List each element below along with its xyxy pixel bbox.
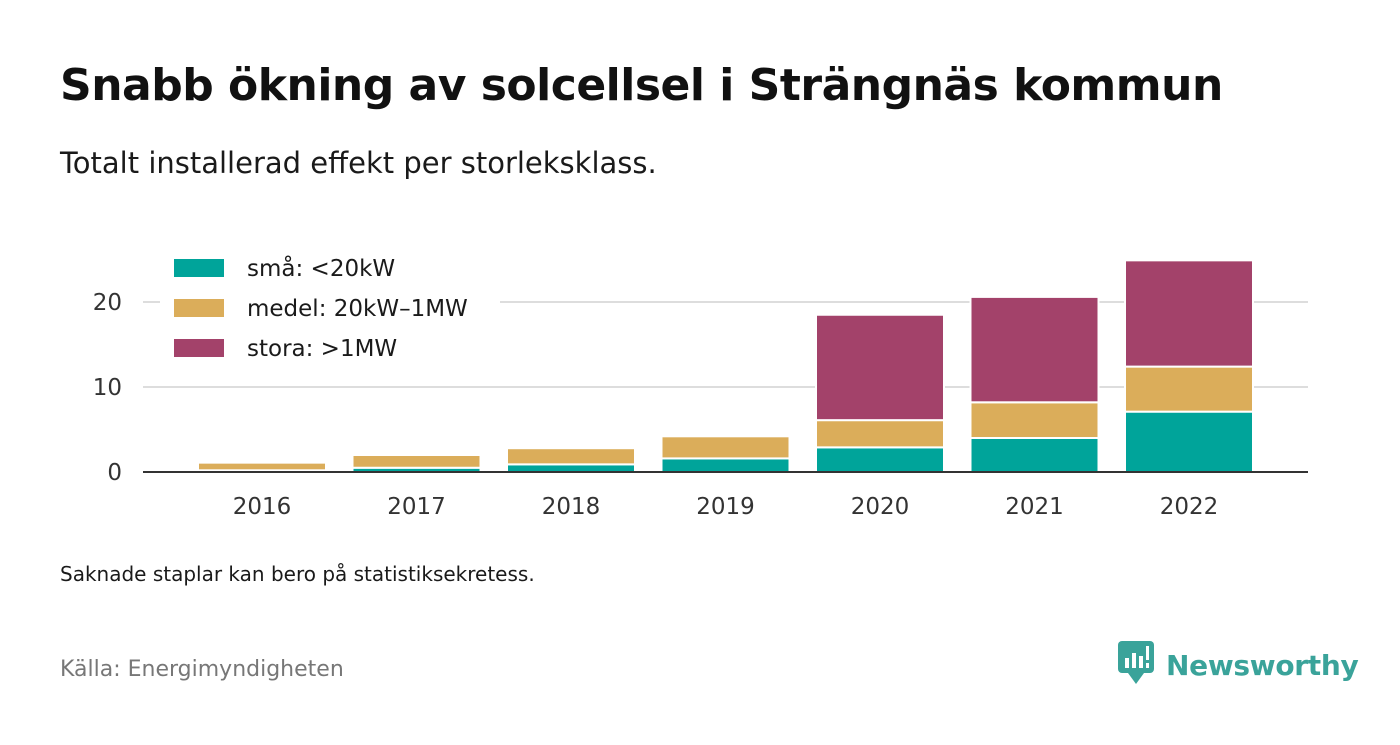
x-tick-label: 2019	[696, 494, 755, 520]
brand[interactable]: Newsworthy	[1118, 641, 1359, 689]
bar-segment	[351, 454, 482, 469]
bar-segment	[660, 457, 791, 473]
legend-label: stora: >1MW	[247, 336, 397, 362]
footnote: Saknade staplar kan bero på statistiksek…	[60, 562, 535, 586]
x-tick-label: 2017	[387, 494, 446, 520]
bar-segment	[660, 435, 791, 460]
bar-segment	[815, 313, 945, 422]
legend-label: små: <20kW	[247, 254, 395, 282]
legend-label: medel: 20kW–1MW	[247, 296, 468, 322]
bar-segment	[815, 419, 945, 449]
bar-segment	[1124, 410, 1254, 473]
bar-segment	[969, 295, 1100, 404]
bars	[197, 259, 1254, 474]
bar-chart-speech-bubble-icon	[1118, 641, 1154, 689]
bar-segment	[1124, 365, 1254, 413]
bar-segment	[969, 437, 1100, 473]
x-tick-label: 2021	[1005, 494, 1064, 520]
brand-name: Newsworthy	[1166, 648, 1359, 682]
legend-swatch	[174, 299, 224, 317]
chart-subtitle: Totalt installerad effekt per storlekskl…	[60, 146, 657, 180]
bar-segment	[1124, 259, 1254, 368]
x-tick-label: 2022	[1160, 494, 1219, 520]
legend: små: <20kW medel: 20kW–1MW stora: >1MW	[160, 250, 500, 368]
source-text: Källa: Energimyndigheten	[60, 657, 344, 682]
bar-segment	[815, 446, 945, 474]
x-tick-label: 2018	[542, 494, 601, 520]
legend-swatch	[174, 339, 224, 357]
bar-segment	[506, 447, 636, 466]
axes: 0 10 20 2016 2017 2018 2019 2020 2021 2022	[93, 290, 1308, 520]
chart-title: Snabb ökning av solcellsel i Strängnäs k…	[60, 60, 1223, 111]
y-tick-label: 10	[93, 375, 122, 401]
x-tick-label: 2016	[233, 494, 292, 520]
bar-segment	[506, 463, 636, 474]
legend-swatch	[174, 259, 224, 277]
y-tick-label: 0	[107, 460, 122, 486]
bar-segment	[197, 461, 327, 472]
stacked-bar-chart: 0 10 20 2016 2017 2018 2019 2020 2021 2022 små: <…	[93, 250, 1308, 520]
y-tick-label: 20	[93, 290, 122, 316]
x-tick-label: 2020	[851, 494, 910, 520]
bar-segment	[969, 401, 1100, 440]
